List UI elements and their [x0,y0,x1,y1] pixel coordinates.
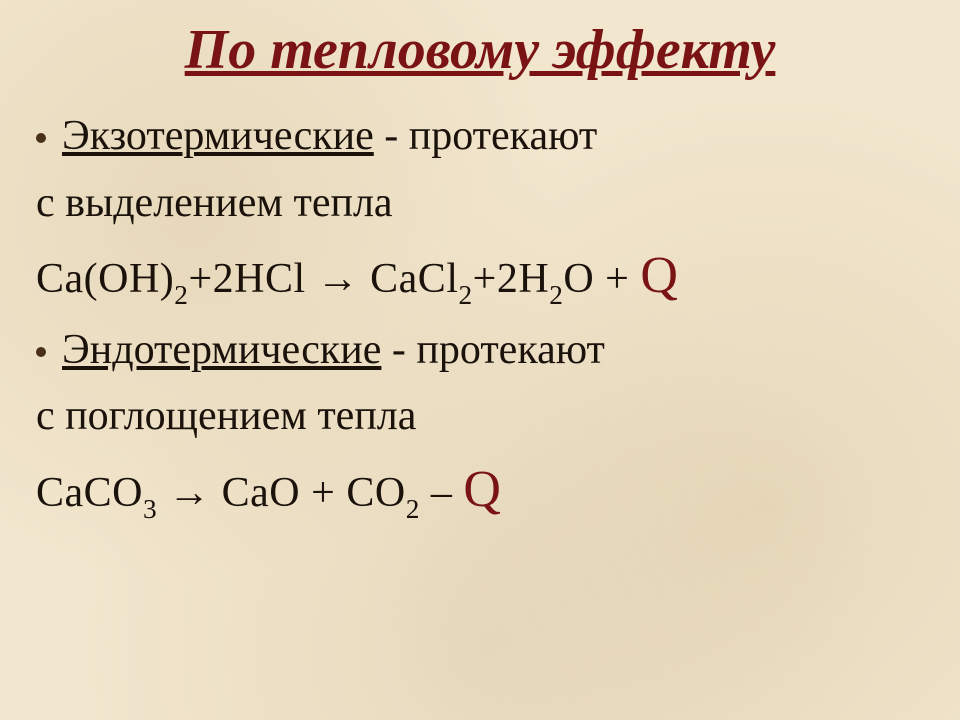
arrow-icon: → [168,468,211,515]
exo-line1: Экзотермические - протекают [62,110,597,163]
slide: По тепловому эффекту Экзотермические - п… [0,0,960,720]
f-exo-2: +2HCl [188,256,316,302]
arrow-icon: → [317,254,360,301]
bullet-icon [36,347,46,357]
f-endo-4: – [420,470,464,516]
bullet-endo: Эндотермические - протекают [36,324,924,377]
f-endo-s1: 3 [143,494,157,524]
f-exo-3: CaCl [359,256,458,302]
f-endo-1: CaCO [36,470,143,516]
f-exo-s3: 2 [549,280,563,310]
exo-formula: Ca(OH)2+2HCl → CaCl2+2H2O + Q [36,243,924,310]
exo-q: Q [640,247,678,304]
endo-q: Q [463,461,501,518]
endo-line1: Эндотермические - протекают [62,324,605,377]
f-exo-5: O + [563,256,640,302]
slide-title: По тепловому эффекту [36,18,924,82]
exo-term: Экзотермические [62,113,374,159]
endo-desc1: - протекают [381,327,605,373]
endo-line2: с поглощением тепла [36,390,924,443]
exo-line2: с выделением тепла [36,177,924,230]
f-endo-2 [157,470,168,516]
f-exo-1: Ca(OH) [36,256,174,302]
f-exo-s1: 2 [174,280,188,310]
exo-desc1: - протекают [374,113,598,159]
bullet-icon [36,133,46,143]
f-endo-s2: 2 [406,494,420,524]
endo-term: Эндотермические [62,327,381,373]
endo-formula: CaCO3 → CaO + CO2 – Q [36,457,924,524]
bullet-exo: Экзотермические - протекают [36,110,924,163]
f-exo-s2: 2 [459,280,473,310]
f-exo-4: +2H [473,256,550,302]
f-endo-3: CaO + CO [211,470,406,516]
slide-content: Экзотермические - протекают с выделением… [36,110,924,523]
